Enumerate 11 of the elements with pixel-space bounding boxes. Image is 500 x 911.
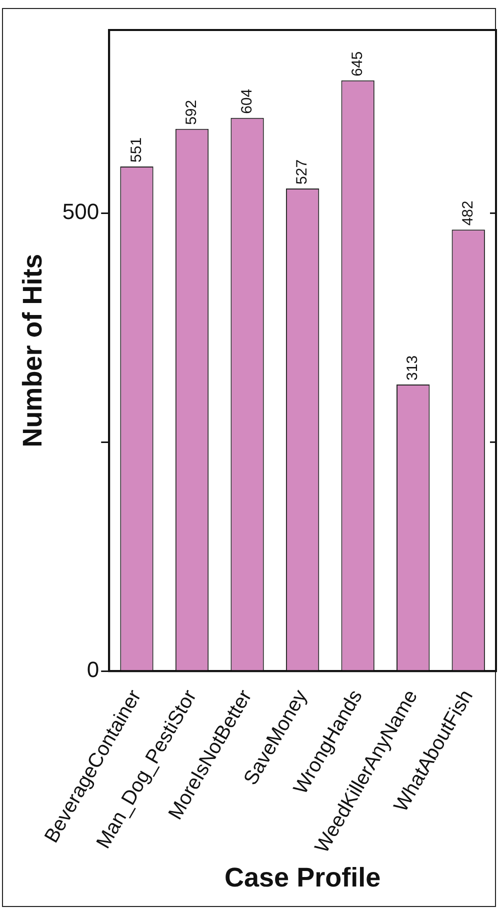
y-axis-title: Number of Hits (18, 254, 48, 448)
data-label: 592 (183, 100, 200, 125)
data-label: 551 (128, 137, 145, 162)
data-label: 313 (404, 355, 422, 380)
data-label: 645 (348, 51, 366, 76)
y-tick-label: 500 (62, 199, 100, 224)
data-label: 482 (460, 200, 477, 226)
data-label: 527 (294, 159, 311, 184)
y-tick-label: 0 (86, 657, 100, 682)
x-axis-title: Case Profile (224, 862, 381, 892)
data-label: 604 (238, 88, 256, 114)
